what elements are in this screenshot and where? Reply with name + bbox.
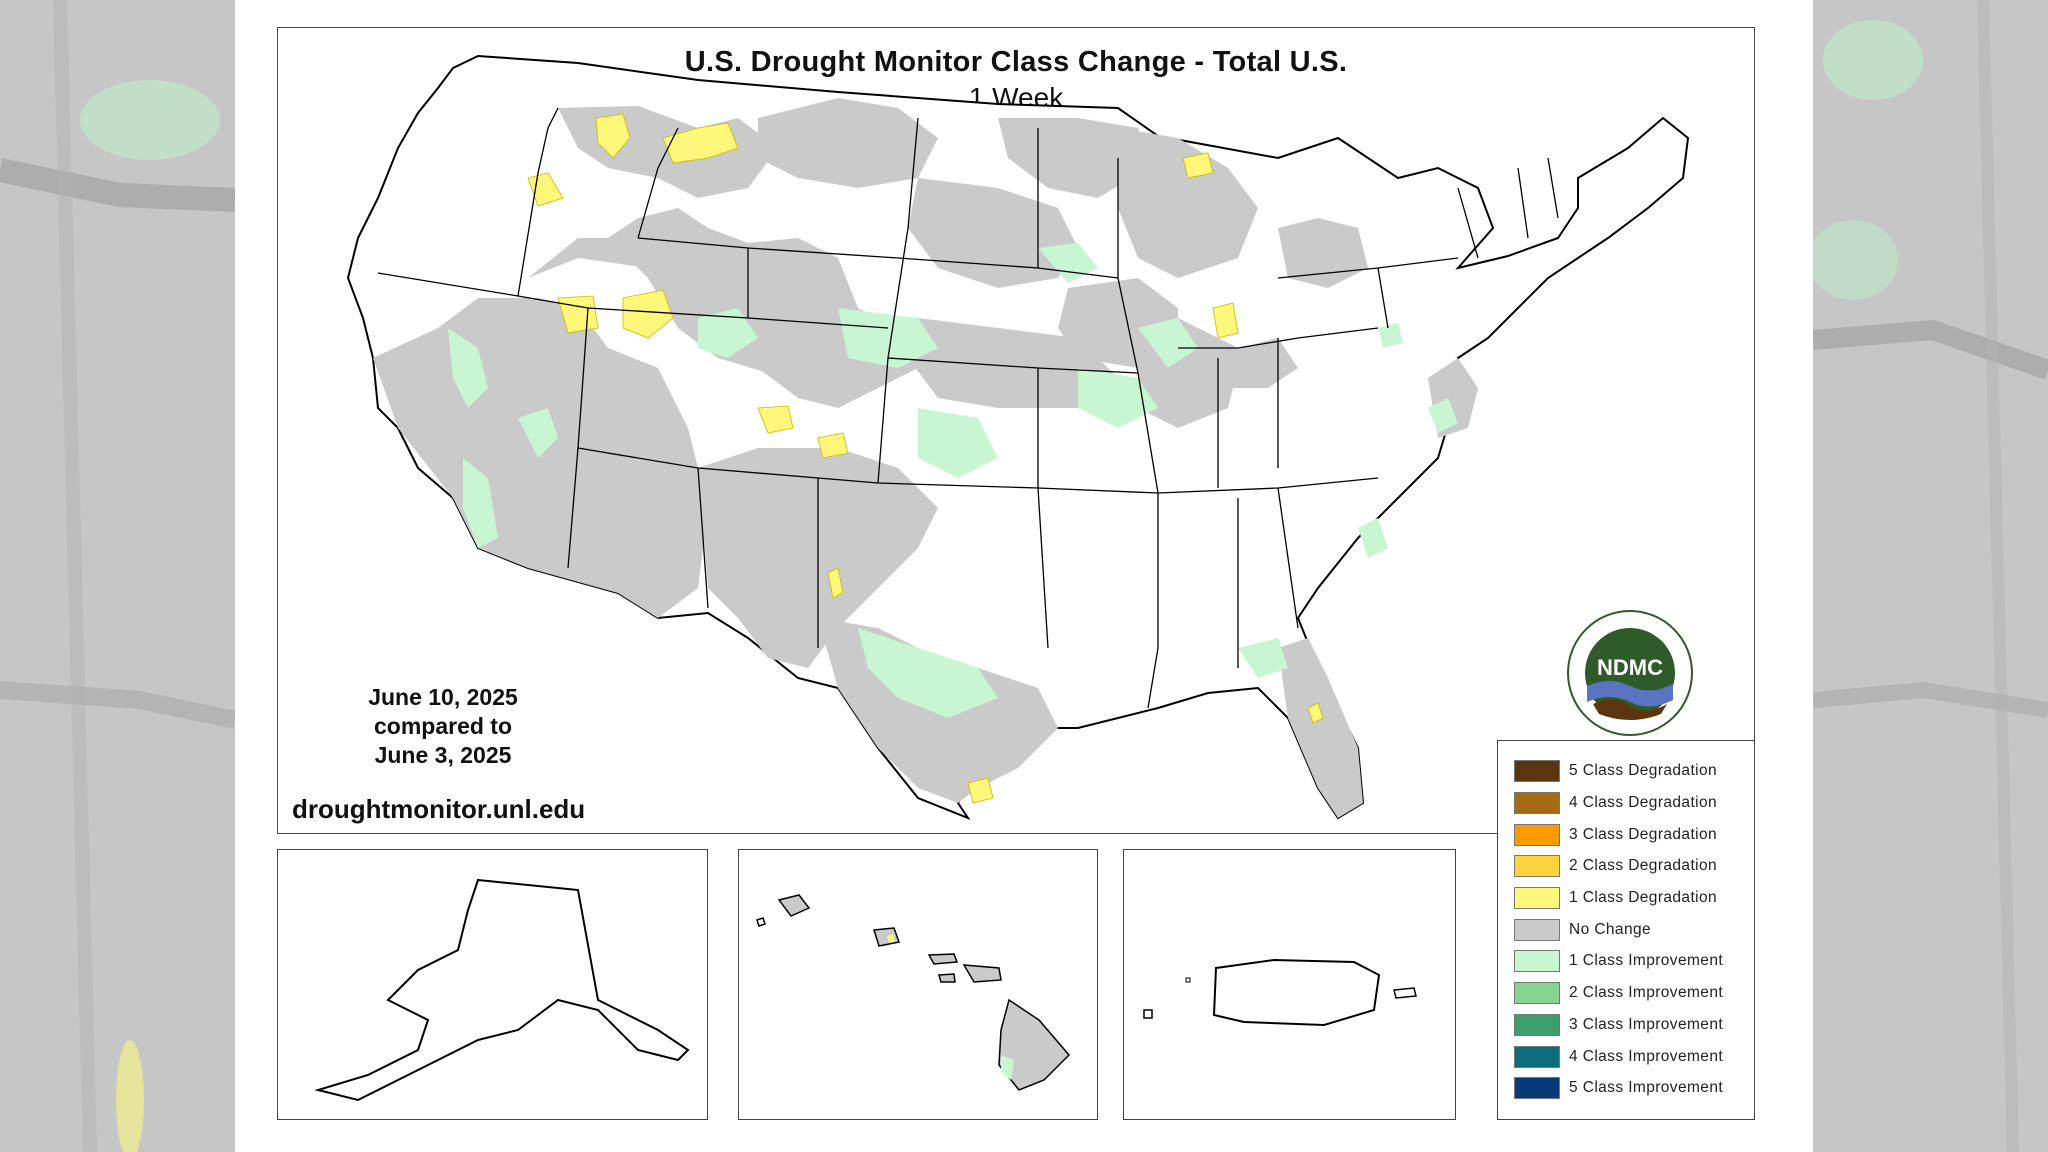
legend-item: 4 Class Improvement xyxy=(1514,1045,1723,1069)
improvement-regions xyxy=(448,243,1458,718)
background-blur-left xyxy=(0,0,235,1152)
map-title: U.S. Drought Monitor Class Change - Tota… xyxy=(684,46,1348,78)
legend-label: 4 Class Improvement xyxy=(1569,1048,1724,1065)
legend-item: 3 Class Improvement xyxy=(1514,1013,1723,1037)
legend-swatch xyxy=(1514,824,1560,846)
legend-item: 4 Class Degradation xyxy=(1514,791,1717,815)
compared-to-label: compared to xyxy=(373,713,513,739)
legend-label: 2 Class Improvement xyxy=(1569,984,1724,1001)
legend-item: 5 Class Improvement xyxy=(1514,1076,1723,1100)
legend-item: 2 Class Improvement xyxy=(1514,981,1723,1005)
legend-item: 2 Class Degradation xyxy=(1514,854,1717,878)
legend-item: 1 Class Degradation xyxy=(1514,886,1717,910)
puerto-rico-inset xyxy=(1123,849,1456,1120)
legend-swatch xyxy=(1514,792,1560,814)
legend-swatch xyxy=(1514,1046,1560,1068)
legend-swatch xyxy=(1514,919,1560,941)
legend-label: 4 Class Degradation xyxy=(1569,794,1718,811)
legend-label: 2 Class Degradation xyxy=(1569,857,1718,874)
alaska-inset xyxy=(277,849,708,1120)
legend-swatch xyxy=(1514,887,1560,909)
legend-item: 5 Class Degradation xyxy=(1514,759,1717,783)
legend-swatch xyxy=(1514,855,1560,877)
conus-map-panel: U.S. Drought Monitor Class Change - Tota… xyxy=(277,27,1755,834)
legend-swatch xyxy=(1514,1014,1560,1036)
legend-swatch xyxy=(1514,982,1560,1004)
background-blur-right xyxy=(1813,0,2048,1152)
legend-swatch xyxy=(1514,950,1560,972)
conus-map xyxy=(346,54,1690,821)
legend-label: 3 Class Improvement xyxy=(1569,1016,1724,1033)
legend-item: No Change xyxy=(1514,918,1651,942)
legend-label: 1 Class Improvement xyxy=(1569,952,1724,969)
legend: 5 Class Degradation 4 Class Degradation … xyxy=(1497,740,1755,1120)
legend-label: 1 Class Degradation xyxy=(1569,889,1718,906)
legend-item: 3 Class Degradation xyxy=(1514,823,1717,847)
state-borders xyxy=(377,107,1559,709)
map-card: U.S. Drought Monitor Class Change - Tota… xyxy=(235,0,1813,1152)
previous-date: June 3, 2025 xyxy=(374,742,512,768)
legend-label: 3 Class Degradation xyxy=(1569,826,1718,843)
website-link[interactable]: droughtmonitor.unl.edu xyxy=(292,794,586,824)
svg-text:NDMC: NDMC xyxy=(1597,655,1663,680)
date-comparison: June 10, 2025 compared to June 3, 2025 xyxy=(318,683,568,770)
legend-item: 1 Class Improvement xyxy=(1514,949,1723,973)
degradation-regions xyxy=(527,113,1324,804)
current-date: June 10, 2025 xyxy=(368,684,518,710)
hawaii-inset xyxy=(738,849,1098,1120)
legend-label: No Change xyxy=(1569,921,1652,938)
legend-label: 5 Class Improvement xyxy=(1569,1079,1724,1096)
ndmc-logo: NDMC xyxy=(1565,608,1695,738)
legend-label: 5 Class Degradation xyxy=(1569,762,1718,779)
legend-swatch xyxy=(1514,760,1560,782)
legend-swatch xyxy=(1514,1077,1560,1099)
